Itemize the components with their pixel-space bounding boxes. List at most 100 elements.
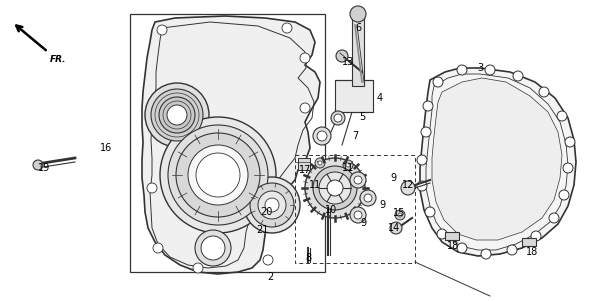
FancyBboxPatch shape — [522, 238, 536, 246]
Circle shape — [563, 163, 573, 173]
Circle shape — [398, 213, 402, 217]
Circle shape — [33, 160, 43, 170]
Text: 16: 16 — [100, 143, 112, 153]
Text: 19: 19 — [38, 163, 50, 173]
Circle shape — [157, 25, 167, 35]
Circle shape — [364, 194, 372, 202]
Circle shape — [258, 191, 286, 219]
Circle shape — [319, 172, 351, 204]
Circle shape — [151, 89, 203, 141]
Polygon shape — [298, 158, 310, 170]
Text: 10: 10 — [325, 205, 337, 215]
Text: 20: 20 — [260, 207, 272, 217]
Circle shape — [265, 198, 279, 212]
Circle shape — [167, 105, 187, 125]
Text: FR.: FR. — [50, 55, 67, 64]
Circle shape — [300, 53, 310, 63]
Circle shape — [565, 137, 575, 147]
Circle shape — [313, 127, 331, 145]
Text: 6: 6 — [355, 23, 361, 33]
FancyBboxPatch shape — [352, 14, 364, 86]
Circle shape — [481, 249, 491, 259]
Text: 13: 13 — [342, 57, 354, 67]
Circle shape — [531, 231, 541, 241]
Circle shape — [417, 181, 427, 191]
Text: 7: 7 — [352, 131, 358, 141]
Text: 11: 11 — [342, 163, 354, 173]
Circle shape — [147, 183, 157, 193]
Circle shape — [327, 180, 343, 196]
Circle shape — [437, 229, 447, 239]
Circle shape — [193, 263, 203, 273]
Circle shape — [343, 160, 353, 170]
Text: 18: 18 — [526, 247, 538, 257]
Circle shape — [331, 111, 345, 125]
Circle shape — [334, 114, 342, 122]
FancyBboxPatch shape — [335, 80, 373, 112]
Circle shape — [350, 207, 366, 223]
Text: 3: 3 — [477, 63, 483, 73]
Circle shape — [423, 101, 433, 111]
Circle shape — [390, 222, 402, 234]
Circle shape — [350, 172, 366, 188]
Text: 12: 12 — [402, 180, 414, 190]
Text: 8: 8 — [305, 253, 311, 263]
Text: 17: 17 — [299, 165, 311, 175]
FancyBboxPatch shape — [445, 232, 459, 240]
Circle shape — [557, 111, 567, 121]
Circle shape — [457, 243, 467, 253]
Circle shape — [507, 245, 517, 255]
Text: 4: 4 — [377, 93, 383, 103]
Circle shape — [318, 161, 322, 165]
Circle shape — [313, 166, 357, 210]
Circle shape — [315, 158, 325, 168]
Text: 18: 18 — [447, 241, 459, 251]
Circle shape — [354, 176, 362, 184]
Circle shape — [263, 255, 273, 265]
Circle shape — [513, 71, 523, 81]
Circle shape — [417, 155, 427, 165]
Circle shape — [159, 97, 195, 133]
Circle shape — [160, 117, 276, 233]
Circle shape — [317, 131, 327, 141]
Text: 9: 9 — [379, 200, 385, 210]
Text: 5: 5 — [359, 112, 365, 122]
Polygon shape — [142, 16, 320, 274]
Circle shape — [395, 210, 405, 220]
Circle shape — [300, 103, 310, 113]
Circle shape — [350, 6, 366, 22]
Circle shape — [244, 177, 300, 233]
Circle shape — [539, 87, 549, 97]
Circle shape — [401, 181, 415, 195]
Polygon shape — [432, 78, 562, 240]
Circle shape — [168, 125, 268, 225]
Circle shape — [176, 133, 260, 217]
Text: 15: 15 — [393, 208, 405, 218]
Circle shape — [425, 207, 435, 217]
Circle shape — [346, 163, 350, 167]
Text: 2: 2 — [267, 272, 273, 282]
Circle shape — [549, 213, 559, 223]
Text: 9: 9 — [390, 173, 396, 183]
Circle shape — [433, 77, 443, 87]
Circle shape — [305, 158, 365, 218]
Circle shape — [559, 190, 569, 200]
Circle shape — [457, 65, 467, 75]
Circle shape — [250, 183, 294, 227]
Circle shape — [336, 50, 348, 62]
Text: 9: 9 — [360, 218, 366, 228]
Text: 21: 21 — [256, 225, 268, 235]
Circle shape — [354, 211, 362, 219]
Circle shape — [201, 236, 225, 260]
Text: 14: 14 — [388, 223, 400, 233]
Circle shape — [282, 23, 292, 33]
Circle shape — [195, 230, 231, 266]
Circle shape — [421, 127, 431, 137]
Circle shape — [196, 153, 240, 197]
Circle shape — [485, 65, 495, 75]
Circle shape — [188, 145, 248, 205]
Text: 11: 11 — [309, 180, 321, 190]
Circle shape — [145, 83, 209, 147]
Polygon shape — [420, 68, 576, 256]
Circle shape — [360, 190, 376, 206]
